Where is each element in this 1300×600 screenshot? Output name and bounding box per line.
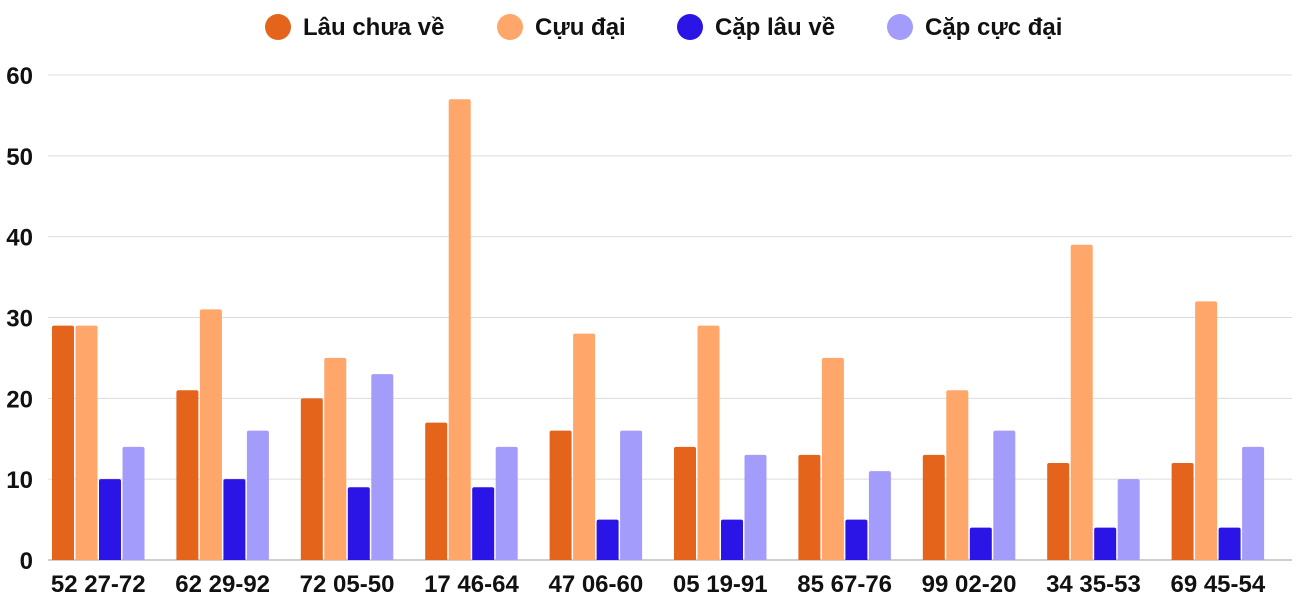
bar-4-05-19-91 (744, 454, 767, 560)
bar-4-34-35-53 (1117, 479, 1140, 560)
bar-4-69-45-54 (1242, 446, 1265, 560)
y-tick-label: 30 (6, 306, 33, 333)
bar-1-62-29-92 (176, 390, 199, 560)
bar-2-17-46-64 (448, 99, 471, 560)
bar-3-99-02-20 (969, 527, 992, 560)
x-tick-label: 47 06-60 (548, 571, 643, 598)
bar-1-34-35-53 (1047, 463, 1070, 560)
x-tick-label: 52 27-72 (51, 571, 146, 598)
bar-4-17-46-64 (495, 446, 518, 560)
bar-3-05-19-91 (721, 519, 743, 560)
bars (52, 99, 1265, 560)
y-tick-label: 40 (6, 225, 33, 252)
y-axis-ticks: 0 10 20 30 40 50 60 (6, 63, 33, 575)
x-tick-label: 69 45-54 (1170, 571, 1265, 598)
bar-2-05-19-91 (697, 325, 720, 560)
bar-3-34-35-53 (1094, 527, 1117, 560)
bar-2-99-02-20 (946, 390, 969, 560)
y-tick-label: 20 (6, 386, 33, 413)
y-tick-label: 10 (6, 467, 33, 494)
legend: Lâu chưa về Cựu đại Cặp lâu về Cặp cực đại (265, 14, 1062, 41)
bar-3-72-05-50 (347, 487, 370, 560)
legend-label-2: Cựu đại (535, 14, 626, 41)
legend-label-3: Cặp lâu về (715, 14, 835, 41)
y-tick-label: 0 (20, 548, 33, 575)
bar-4-99-02-20 (993, 430, 1016, 560)
bar-4-52-27-72 (122, 446, 145, 560)
bar-2-62-29-92 (199, 309, 222, 560)
bar-1-69-45-54 (1171, 463, 1194, 560)
bar-3-85-67-76 (845, 519, 868, 560)
x-tick-label: 99 02-20 (922, 571, 1017, 598)
bar-1-99-02-20 (922, 454, 945, 560)
bar-1-72-05-50 (300, 398, 323, 560)
bar-3-52-27-72 (99, 479, 121, 560)
x-axis-ticks: 52 27-72 62 29-92 72 05-50 17 46-64 47 06-60… (51, 571, 1266, 598)
bar-2-52-27-72 (75, 325, 98, 560)
legend-swatch-3 (677, 14, 703, 40)
bar-1-52-27-72 (52, 325, 74, 560)
x-tick-label: 85 67-76 (797, 571, 892, 598)
bar-3-17-46-64 (472, 487, 495, 560)
bar-4-62-29-92 (246, 430, 269, 560)
bar-1-05-19-91 (674, 446, 696, 560)
legend-swatch-1 (265, 14, 291, 40)
bar-2-69-45-54 (1195, 301, 1218, 560)
legend-swatch-2 (497, 14, 523, 40)
bar-2-47-06-60 (573, 333, 596, 560)
bar-2-34-35-53 (1070, 244, 1093, 560)
y-tick-label: 50 (6, 144, 33, 171)
bar-3-62-29-92 (223, 479, 246, 560)
legend-swatch-4 (887, 14, 913, 40)
bar-4-47-06-60 (620, 430, 643, 560)
bar-2-85-67-76 (821, 357, 844, 560)
y-tick-label: 60 (6, 63, 33, 90)
bar-4-85-67-76 (868, 471, 891, 560)
bar-1-17-46-64 (425, 422, 448, 560)
x-tick-label: 62 29-92 (175, 571, 270, 598)
legend-label-1: Lâu chưa về (303, 14, 444, 41)
x-tick-label: 34 35-53 (1046, 571, 1141, 598)
bar-3-69-45-54 (1218, 527, 1241, 560)
legend-label-4: Cặp cực đại (925, 14, 1062, 41)
x-tick-label: 05 19-91 (673, 571, 768, 598)
bar-3-47-06-60 (596, 519, 619, 560)
x-tick-label: 17 46-64 (424, 571, 519, 598)
bar-1-47-06-60 (549, 430, 572, 560)
bar-4-72-05-50 (371, 374, 394, 560)
bar-2-72-05-50 (324, 357, 347, 560)
x-tick-label: 72 05-50 (300, 571, 395, 598)
bar-1-85-67-76 (798, 454, 821, 560)
